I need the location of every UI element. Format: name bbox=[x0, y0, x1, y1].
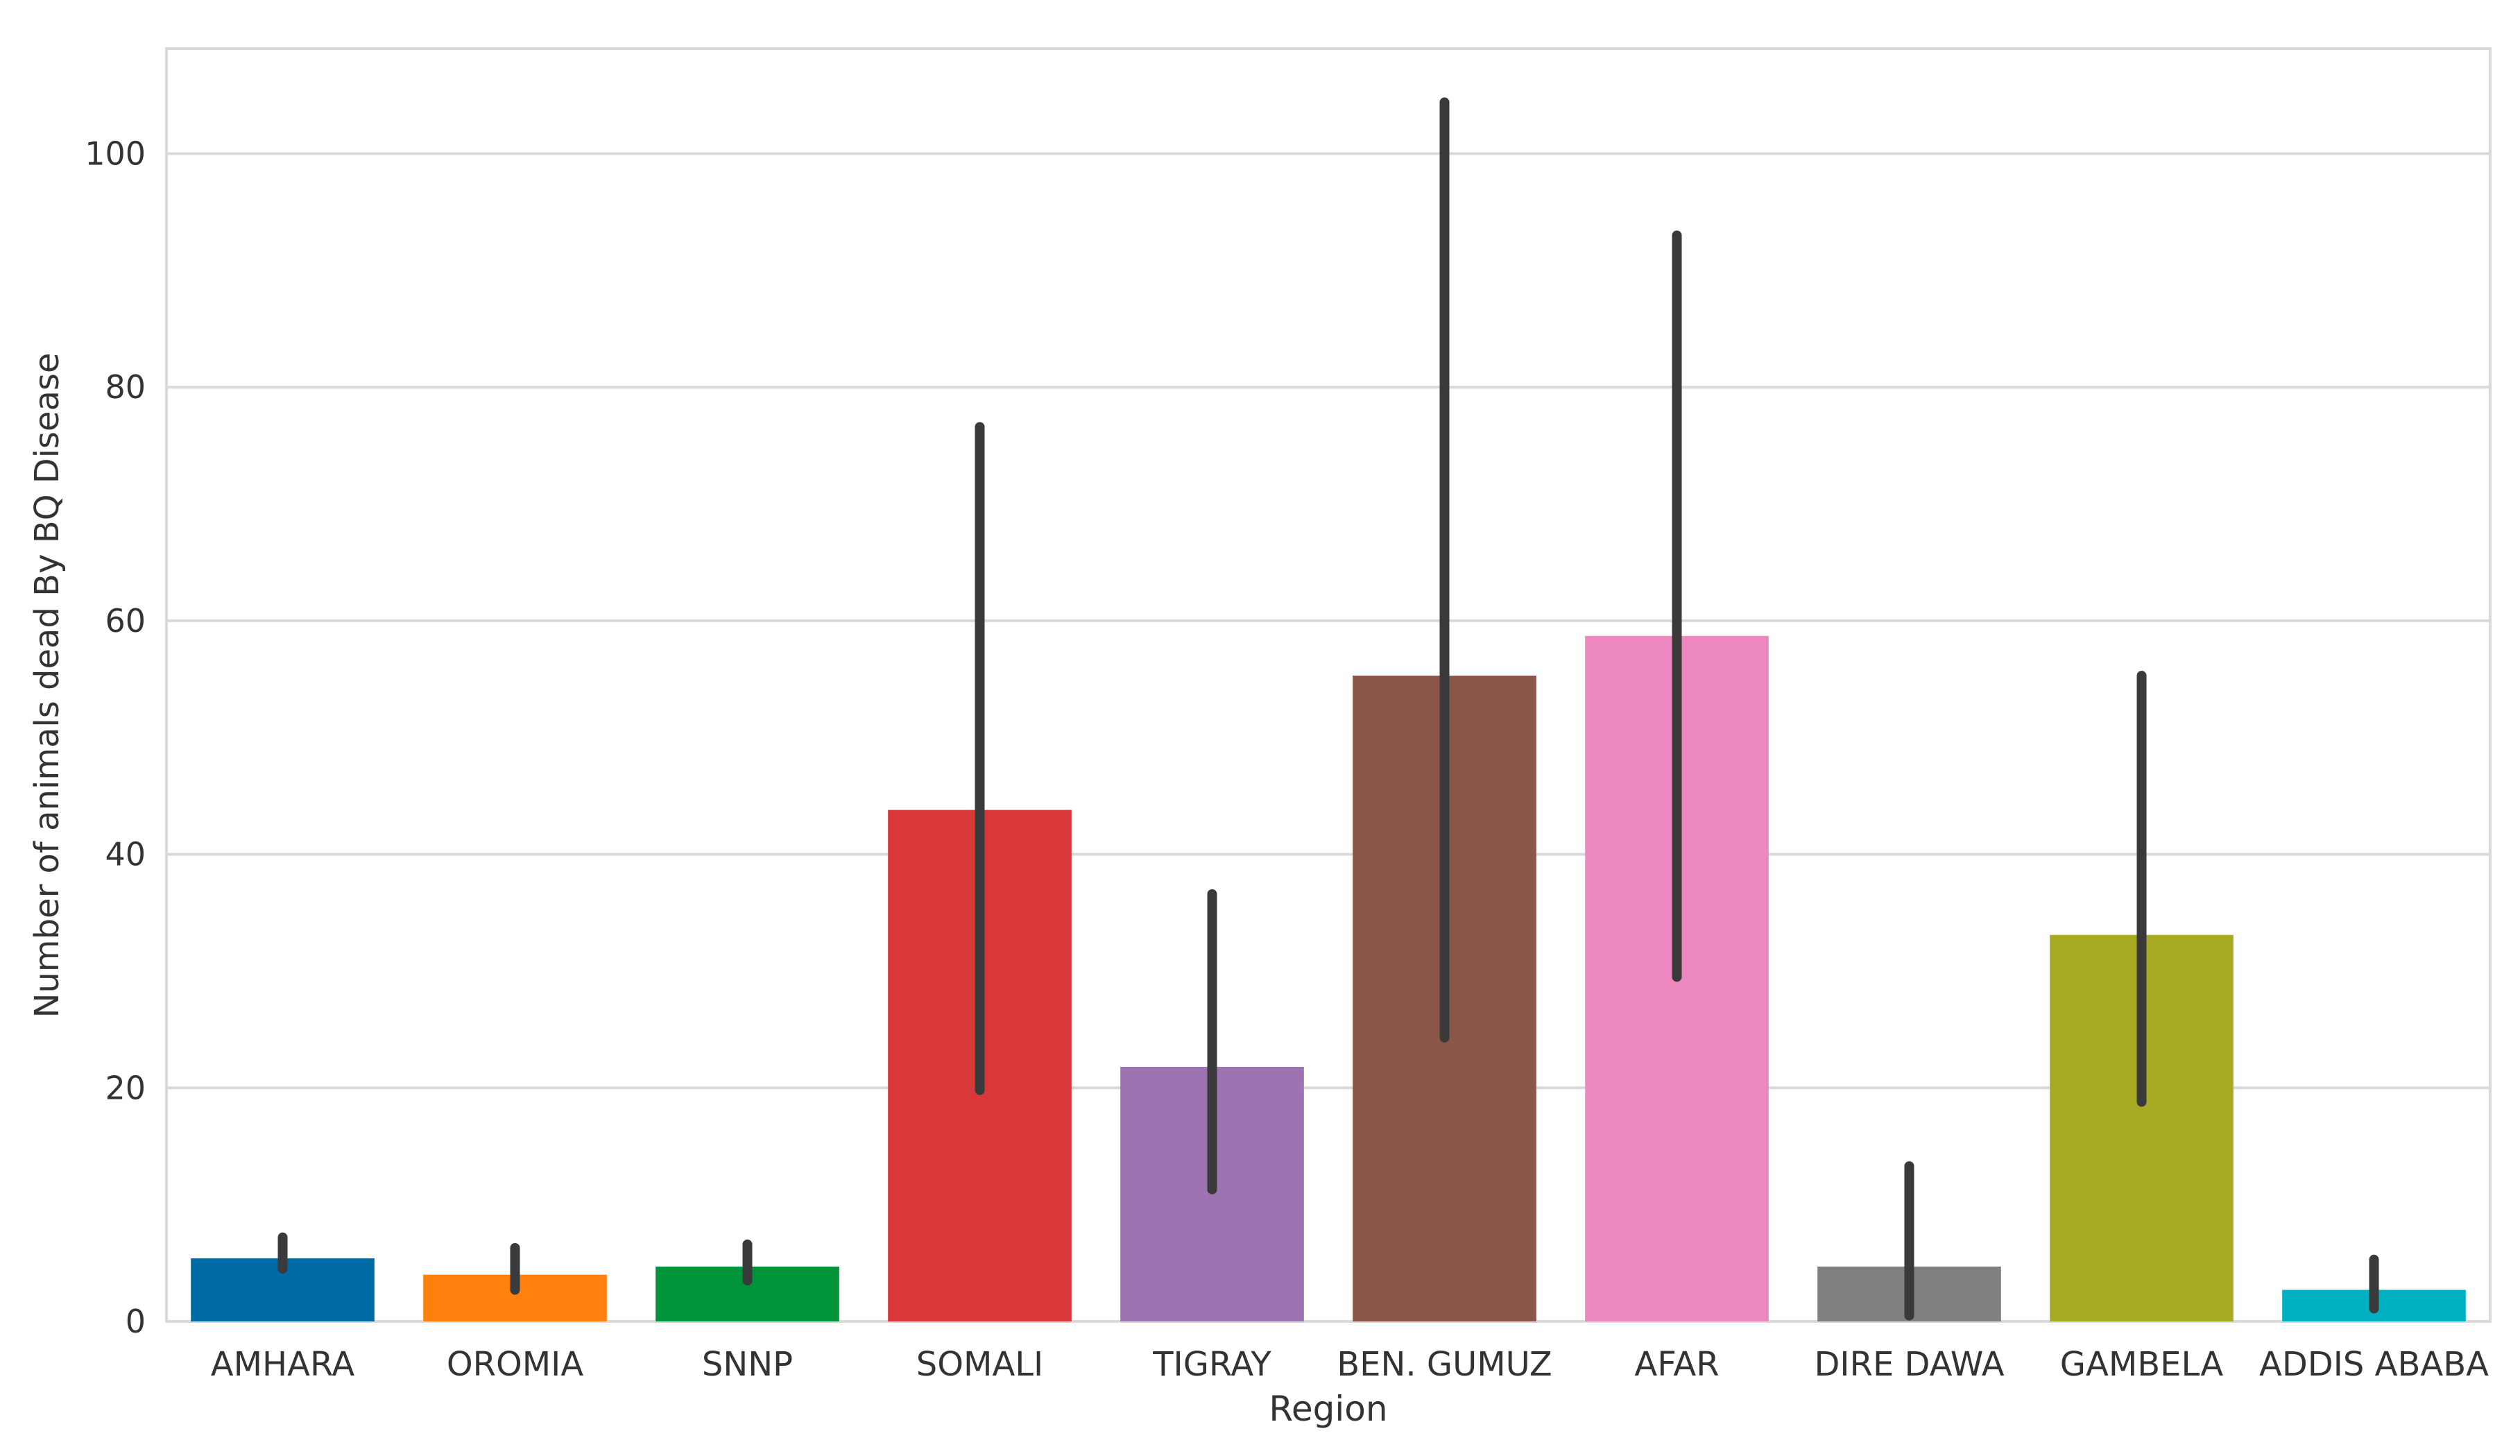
x-tick-label: ADDIS ABABA bbox=[2259, 1345, 2489, 1384]
x-tick-label: AMHARA bbox=[211, 1345, 355, 1384]
x-tick-label: SOMALI bbox=[916, 1345, 1043, 1384]
x-tick-label: SNNP bbox=[702, 1345, 793, 1384]
error-bars bbox=[277, 97, 2379, 1321]
x-tick-label: DIRE DAWA bbox=[1814, 1345, 2004, 1384]
x-tick-label: OROMIA bbox=[447, 1345, 583, 1384]
x-tick-label: TIGRAY bbox=[1152, 1345, 1271, 1384]
y-tick-label: 40 bbox=[105, 836, 146, 873]
x-tick-label: BEN. GUMUZ bbox=[1337, 1345, 1552, 1384]
y-axis-label: Number of animals dead By BQ Disease bbox=[28, 352, 67, 1018]
y-tick-labels: 0 20 40 60 80 100 bbox=[85, 135, 146, 1340]
y-tick-label: 20 bbox=[105, 1069, 146, 1106]
y-tick-label: 60 bbox=[105, 602, 146, 640]
x-axis-label: Region bbox=[1269, 1389, 1387, 1429]
y-tick-label: 80 bbox=[105, 368, 146, 406]
y-tick-label: 100 bbox=[85, 135, 146, 173]
x-tick-label: GAMBELA bbox=[2060, 1345, 2224, 1384]
y-tick-label: 0 bbox=[126, 1303, 146, 1340]
x-tick-label: AFAR bbox=[1634, 1345, 1719, 1384]
x-tick-labels: AMHARA OROMIA SNNP SOMALI TIGRAY BEN. GUMUZ AF… bbox=[211, 1345, 2489, 1384]
